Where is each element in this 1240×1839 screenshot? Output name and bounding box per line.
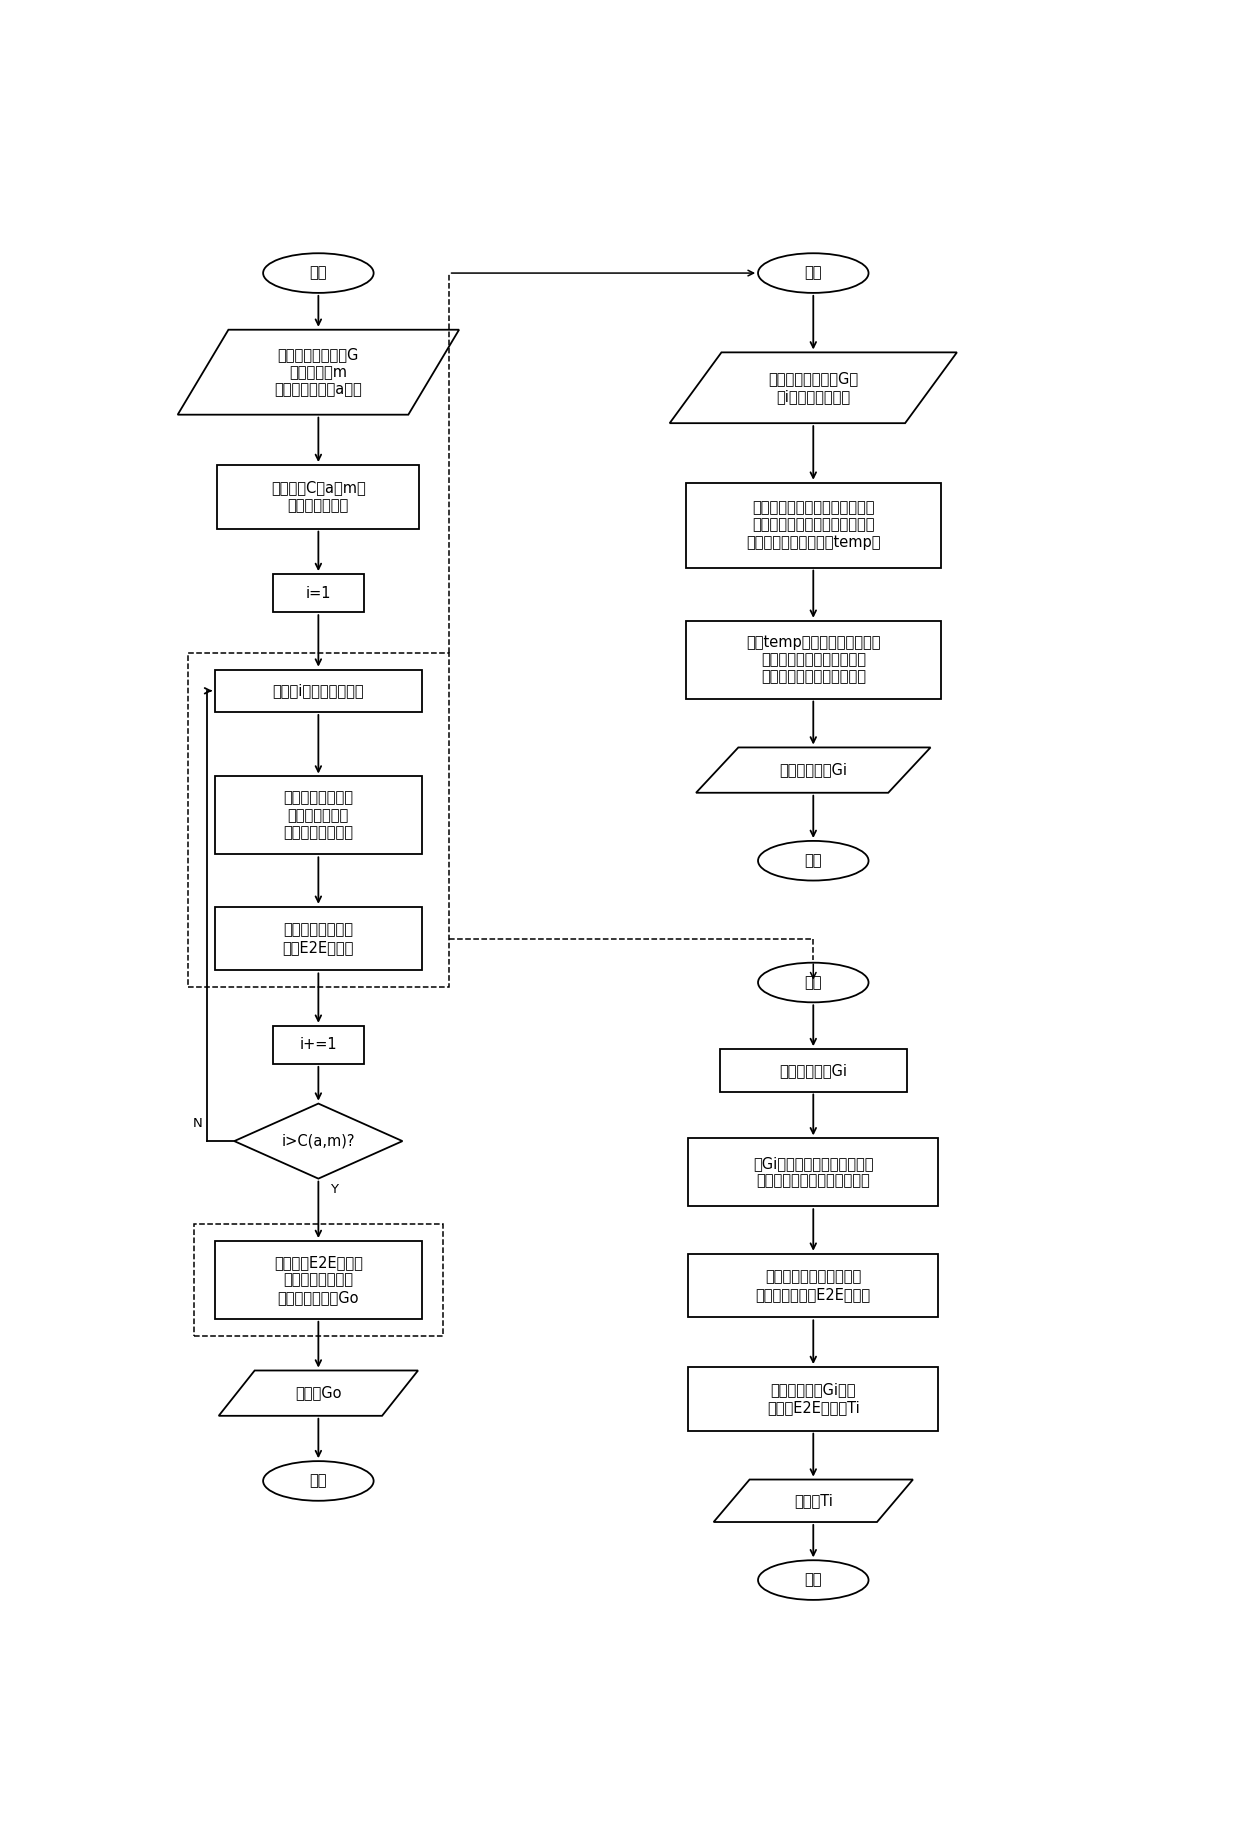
Text: 输入拓扑方案Gi: 输入拓扑方案Gi [779, 1063, 847, 1078]
Bar [688, 1254, 939, 1317]
Bar [215, 1241, 422, 1319]
Text: 获取第i种中心节点组合: 获取第i种中心节点组合 [273, 684, 365, 699]
Bar [688, 1366, 939, 1431]
Text: 输入：待优化拓扑G
理想分区数m
参选中心节点（a个）: 输入：待优化拓扑G 理想分区数m 参选中心节点（a个） [274, 348, 362, 397]
Text: i>C(a,m)?: i>C(a,m)? [281, 1133, 355, 1149]
Text: 结束: 结束 [310, 1473, 327, 1488]
Text: i+=1: i+=1 [300, 1037, 337, 1052]
Text: 开始: 开始 [310, 265, 327, 281]
Text: 开始: 开始 [805, 265, 822, 281]
Bar [273, 1026, 365, 1065]
Text: 输入：待优化拓扑G及
第i个中心节点组合: 输入：待优化拓扑G及 第i个中心节点组合 [769, 371, 858, 405]
Text: 计算各拓扑方案的
平均E2E时延值: 计算各拓扑方案的 平均E2E时延值 [283, 923, 355, 954]
Bar [215, 776, 422, 855]
Text: 输出：Ti: 输出：Ti [794, 1493, 833, 1508]
Bar [686, 482, 941, 568]
Text: 对Gi中的每个节点：计算该节
点到其他节点的分域路由路径: 对Gi中的每个节点：计算该节 点到其他节点的分域路由路径 [753, 1157, 873, 1188]
Bar [215, 907, 422, 971]
Text: N: N [192, 1116, 202, 1129]
Text: 根据路由结果，计算各节
点到其他节点的E2E时延值: 根据路由结果，计算各节 点到其他节点的E2E时延值 [755, 1269, 870, 1302]
Text: Y: Y [330, 1182, 339, 1195]
Text: 选择平均E2E时延值
最小的拓扑方案作
为优化拓扑方案Go: 选择平均E2E时延值 最小的拓扑方案作 为优化拓扑方案Go [274, 1254, 363, 1304]
Text: 结束: 结束 [805, 1572, 822, 1587]
Text: 对该组合中的每个中心节点：计
算拓扑中其他节点到该节点的全
域路由时延值，添加到temp表: 对该组合中的每个中心节点：计 算拓扑中其他节点到该节点的全 域路由时延值，添加到… [746, 500, 880, 550]
Text: 输出拓扑方案Gi: 输出拓扑方案Gi [779, 763, 847, 778]
Text: i=1: i=1 [305, 585, 331, 601]
Bar [217, 465, 419, 528]
Bar [719, 1048, 906, 1092]
Bar [688, 1138, 939, 1206]
Bar [686, 622, 941, 699]
Text: 结束: 结束 [805, 853, 822, 868]
Text: 根据temp表，取各节点时延最
优的中心节点，作为上级节
点，更新拓扑相关区域属性: 根据temp表，取各节点时延最 优的中心节点，作为上级节 点，更新拓扑相关区域属… [746, 634, 880, 684]
Text: 得到拓扑方案Gi的全
网平均E2E时延值Ti: 得到拓扑方案Gi的全 网平均E2E时延值Ti [766, 1383, 859, 1414]
Text: 输出：Go: 输出：Go [295, 1385, 342, 1401]
Bar [188, 653, 449, 988]
Bar [215, 669, 422, 712]
Bar [193, 1225, 443, 1335]
Bar [273, 574, 365, 612]
Text: 得到全部C（a，m）
种中心节点组合: 得到全部C（a，m） 种中心节点组合 [272, 480, 366, 513]
Text: 开始: 开始 [805, 975, 822, 989]
Text: 根据中心节点组合
重新划分拓扑区
域，得到拓扑方案: 根据中心节点组合 重新划分拓扑区 域，得到拓扑方案 [284, 791, 353, 840]
